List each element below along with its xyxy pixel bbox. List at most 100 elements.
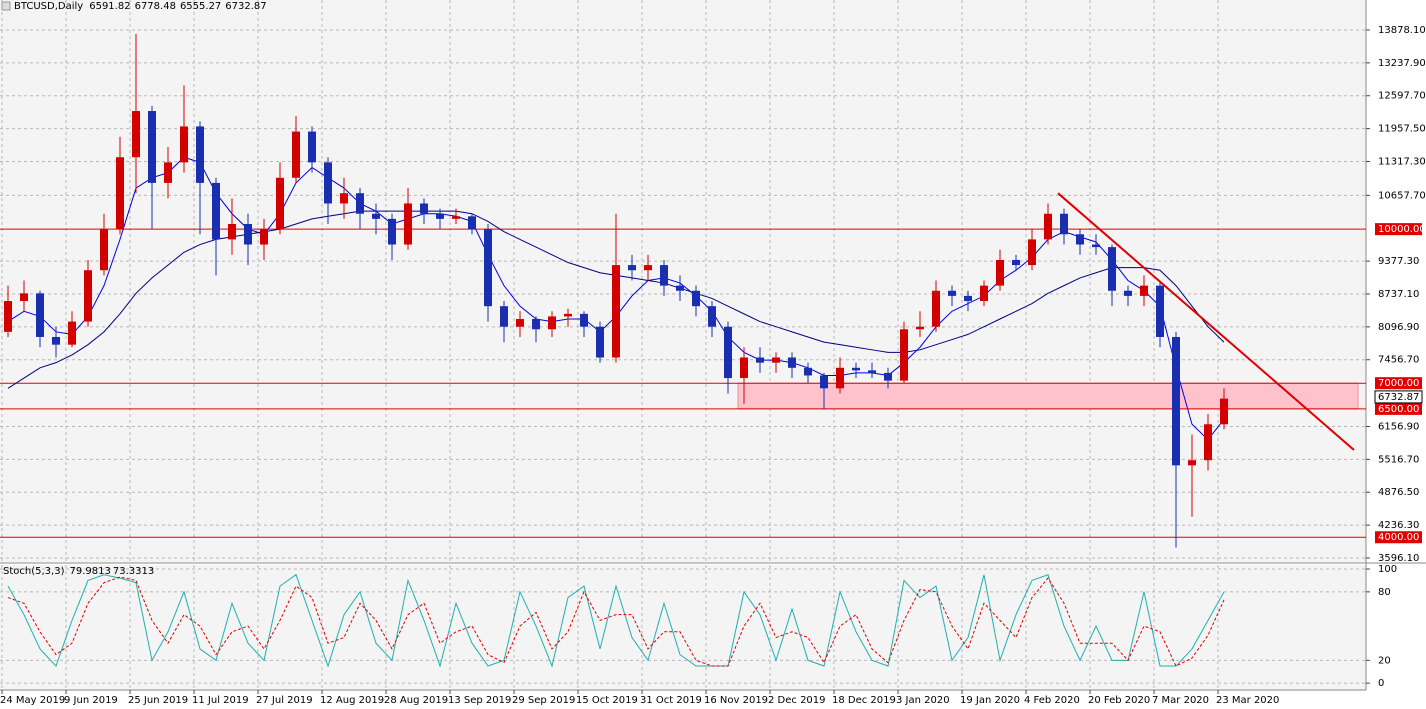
candle-body <box>180 126 188 163</box>
candle-body <box>1140 285 1148 296</box>
x-tick-label: 20 Feb 2020 <box>1088 695 1150 706</box>
candle-body <box>84 270 92 322</box>
candle-body <box>116 157 124 230</box>
y-tick-label: 0 <box>1378 678 1384 689</box>
stoch-d: 73.3313 <box>113 566 154 577</box>
candle-body <box>516 319 524 327</box>
x-tick-label: 7 Mar 2020 <box>1152 695 1209 706</box>
candle-body <box>708 306 716 327</box>
stoch-line <box>7 573 1225 668</box>
candle-body <box>724 326 732 379</box>
y-tick-label: 12597.70 <box>1378 91 1426 102</box>
y-tick-label: 4236.30 <box>1378 520 1419 531</box>
candle-body <box>548 316 556 330</box>
x-tick-label: 27 Jul 2019 <box>256 695 313 706</box>
level-label-box <box>1375 531 1422 544</box>
x-tick-label: 29 Sep 2019 <box>512 695 575 706</box>
candle-body <box>1172 336 1180 466</box>
x-tick-label: 3 Jan 2020 <box>896 695 950 706</box>
x-tick-label: 4 Feb 2020 <box>1024 695 1080 706</box>
candle-body <box>356 193 364 214</box>
y-tick-label: 5516.70 <box>1378 454 1419 465</box>
candle-body <box>532 319 540 330</box>
x-tick-label: 2 Dec 2019 <box>768 695 826 706</box>
candle-body <box>324 162 332 204</box>
candle-body <box>836 367 844 389</box>
candle-body <box>420 203 428 214</box>
y-tick-label: 11317.30 <box>1378 156 1426 167</box>
candle-body <box>996 259 1004 286</box>
candle-body <box>68 321 76 345</box>
candle-body <box>964 295 972 302</box>
y-tick-label: 8737.10 <box>1378 289 1419 300</box>
y-tick-label: 10657.70 <box>1378 190 1426 201</box>
x-tick-label: 25 Jun 2019 <box>128 695 188 706</box>
candle-body <box>148 111 156 183</box>
x-tick-label: 9 Jun 2019 <box>64 695 118 706</box>
candle-body <box>164 162 172 183</box>
candle-body <box>900 329 908 381</box>
candle-body <box>1092 244 1100 248</box>
candle-body <box>932 290 940 327</box>
y-tick-label: 9377.30 <box>1378 256 1419 267</box>
y-tick-label: 20 <box>1378 655 1391 666</box>
candle-body <box>660 265 668 286</box>
y-tick-label: 100 <box>1378 564 1397 575</box>
stoch-pane <box>0 565 1366 690</box>
candle-body <box>196 126 204 183</box>
price-tag-box <box>1374 390 1423 404</box>
candle-body <box>692 290 700 307</box>
level-label-box <box>1375 402 1422 415</box>
candle-body <box>772 357 780 363</box>
last-open: 6591.82 <box>89 1 130 12</box>
y-tick-label: 11957.50 <box>1378 124 1426 135</box>
x-tick-label: 19 Jan 2020 <box>960 695 1020 706</box>
candle-body <box>612 265 620 358</box>
last-low: 6555.27 <box>180 1 221 12</box>
candle-body <box>788 357 796 368</box>
symbol-icon <box>1 1 11 11</box>
candle-body <box>500 306 508 327</box>
candle-body <box>100 229 108 271</box>
candle-body <box>388 218 396 245</box>
stoch-header: Stoch(5,3,3) 79.9813 73.3313 <box>3 566 154 577</box>
level-label-box <box>1375 223 1422 236</box>
candle-body <box>1108 247 1116 291</box>
candle-body <box>484 229 492 307</box>
x-tick-label: 16 Nov 2019 <box>704 695 768 706</box>
candle-body <box>308 131 316 163</box>
candle-body <box>1060 213 1068 235</box>
y-tick-label: 13237.90 <box>1378 58 1426 69</box>
candle-body <box>1156 285 1164 337</box>
candle-body <box>564 313 572 317</box>
y-tick-label: 7456.70 <box>1378 355 1419 366</box>
candle-body <box>4 301 12 332</box>
x-tick-label: 24 May 2019 <box>0 695 65 706</box>
candle-body <box>404 203 412 245</box>
candle-body <box>948 290 956 296</box>
x-tick-label: 13 Sep 2019 <box>448 695 511 706</box>
candle-body <box>676 285 684 291</box>
candle-body <box>212 182 220 240</box>
level-label: 10000.00 <box>1378 224 1426 235</box>
candle-body <box>372 213 380 219</box>
x-tick-label: 15 Oct 2019 <box>576 695 638 706</box>
price-pane <box>0 0 1366 562</box>
candle-body <box>740 357 748 379</box>
level-label: 7000.00 <box>1378 378 1419 389</box>
candle-body <box>756 357 764 363</box>
y-tick-label: 3596.10 <box>1378 553 1419 564</box>
x-tick-label: 11 Jul 2019 <box>192 695 249 706</box>
candle-body <box>884 372 892 381</box>
candle-body <box>244 223 252 245</box>
x-tick-label: 23 Mar 2020 <box>1216 695 1279 706</box>
candle-body <box>468 216 476 230</box>
price-tag: 6732.87 <box>1378 392 1419 403</box>
candle-body <box>228 223 236 240</box>
candle-body <box>628 265 636 271</box>
candle-body <box>1028 239 1036 266</box>
candle-body <box>1044 213 1052 240</box>
candle-body <box>596 326 604 358</box>
